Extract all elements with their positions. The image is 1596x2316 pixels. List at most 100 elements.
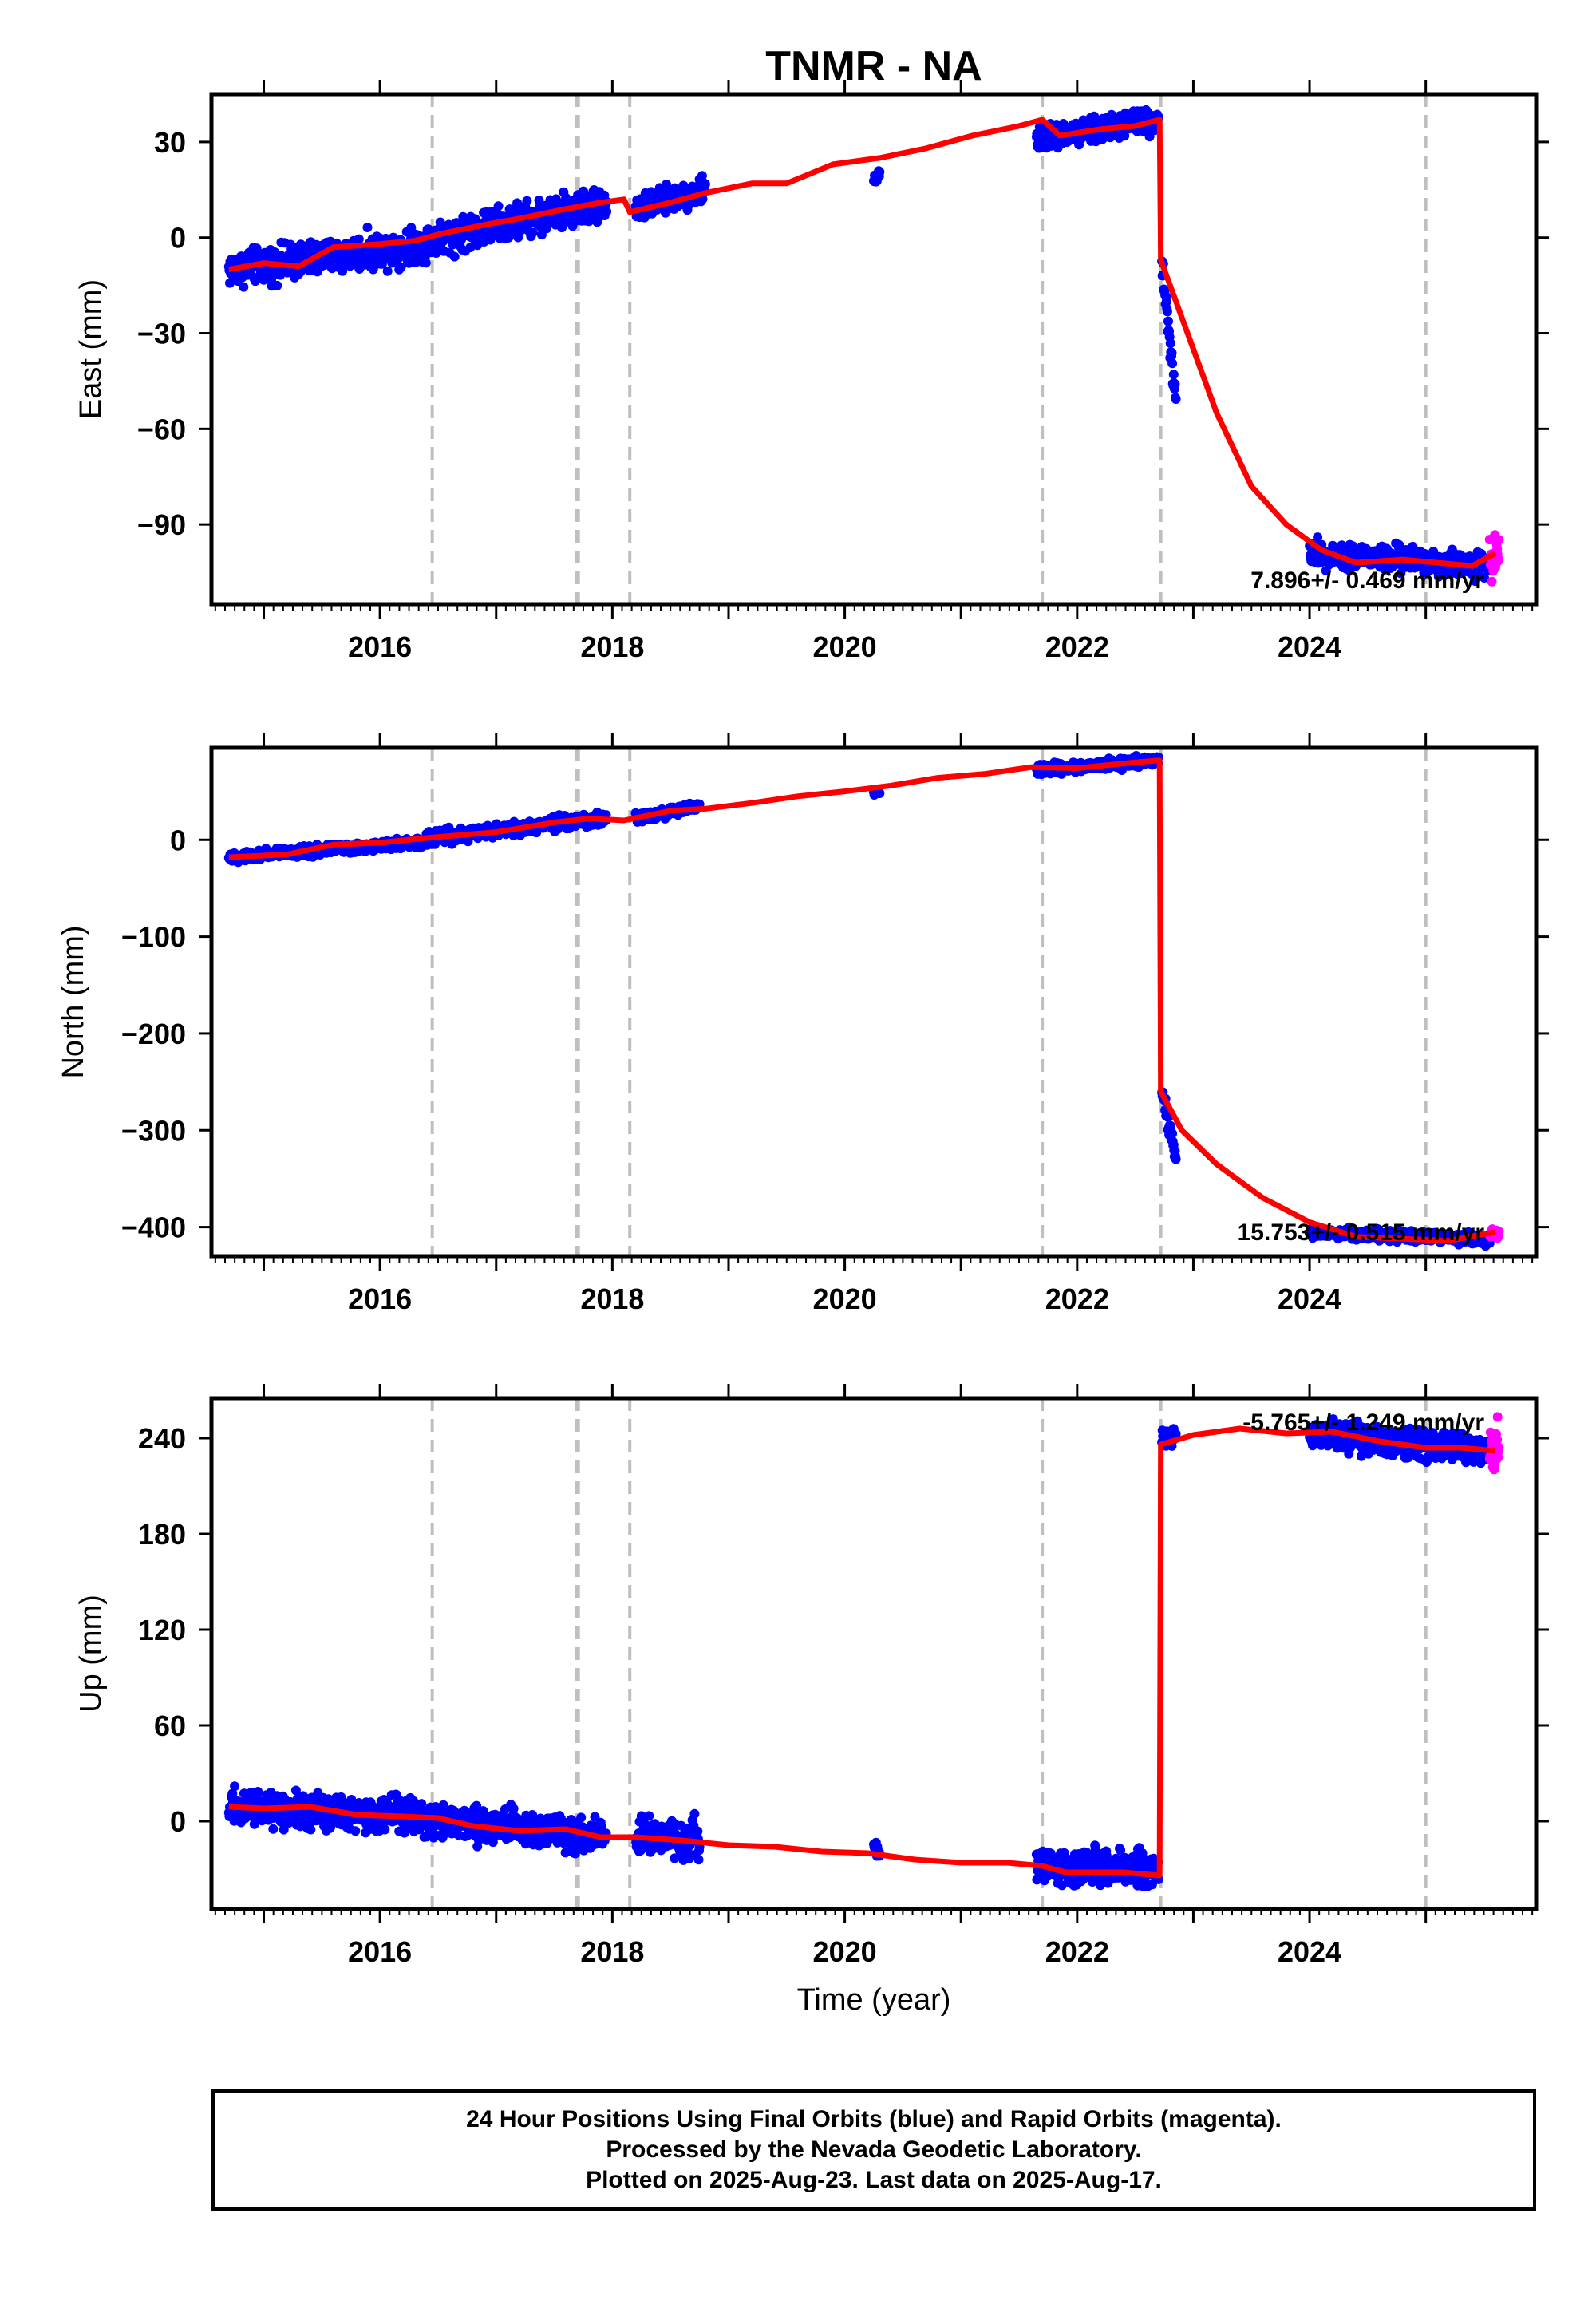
final-orbit-point xyxy=(399,1828,409,1838)
final-orbit-point xyxy=(1165,1120,1175,1131)
final-orbit-point xyxy=(1170,379,1180,389)
y-tick-label: −200 xyxy=(121,1018,186,1050)
y-tick-label: −300 xyxy=(121,1114,186,1147)
final-orbit-point xyxy=(449,251,460,262)
final-orbit-point xyxy=(472,1800,482,1811)
final-orbit-point xyxy=(1394,539,1404,550)
final-orbit-point xyxy=(306,1824,316,1835)
east-rate-annotation: 7.896+/- 0.469 mm/yr xyxy=(1250,567,1484,594)
x-tick-label: 2024 xyxy=(1278,1282,1341,1315)
final-orbit-point xyxy=(644,1811,654,1821)
north-points xyxy=(223,751,1504,1251)
east-points xyxy=(223,105,1504,587)
rapid-orbit-point xyxy=(1493,554,1503,564)
final-orbit-point xyxy=(570,1848,580,1859)
final-orbit-point xyxy=(1479,573,1489,583)
x-axis-label: Time (year) xyxy=(797,1983,951,2017)
final-orbit-point xyxy=(697,171,707,181)
y-tick-label: 0 xyxy=(170,222,186,255)
final-orbit-point xyxy=(239,282,249,292)
final-orbit-point xyxy=(1057,1880,1067,1891)
x-tick-label: 2016 xyxy=(348,1282,412,1315)
final-orbit-point xyxy=(396,262,406,272)
final-orbit-point xyxy=(362,223,373,232)
figure-title: TNMR - NA xyxy=(765,43,982,89)
final-orbit-point xyxy=(438,1800,448,1810)
north-y-axis-label: North (mm) xyxy=(57,925,90,1078)
final-orbit-point xyxy=(1168,370,1179,380)
final-orbit-point xyxy=(350,1826,361,1836)
y-tick-label: −90 xyxy=(137,508,186,541)
x-tick-label: 2018 xyxy=(580,1282,644,1315)
final-orbit-point xyxy=(290,1785,301,1796)
y-tick-label: −60 xyxy=(137,413,186,445)
final-orbit-point xyxy=(508,1804,519,1814)
final-orbit-point xyxy=(1167,358,1178,369)
y-tick-label: 30 xyxy=(154,126,186,159)
final-orbit-point xyxy=(689,1808,700,1819)
east-y-axis-label: East (mm) xyxy=(74,279,108,419)
rapid-orbit-point xyxy=(1494,1227,1504,1237)
east-plot-frame xyxy=(209,92,1539,607)
x-tick-label: 2022 xyxy=(1045,630,1109,663)
panel-north: 0 −100 −200 −300 −400 2016 2018 2020 2022 2024 Nor… xyxy=(57,733,1549,1315)
final-orbit-point xyxy=(230,1781,240,1792)
north-rate-annotation: 15.753+/- 0.515 mm/yr xyxy=(1238,1219,1485,1246)
final-orbit-point xyxy=(1161,296,1171,306)
final-orbit-point xyxy=(1167,348,1177,358)
north-model-line xyxy=(228,757,1496,1244)
final-orbit-point xyxy=(417,1799,427,1809)
final-orbit-point xyxy=(875,167,885,177)
final-orbit-point xyxy=(421,258,431,268)
north-plot-frame xyxy=(209,745,1539,1259)
final-orbit-point xyxy=(493,201,504,211)
final-orbit-point xyxy=(1120,131,1130,141)
east-model-line xyxy=(228,117,1497,569)
final-orbit-point xyxy=(534,196,544,205)
final-orbit-point xyxy=(272,280,282,290)
y-tick-label: −100 xyxy=(121,921,186,954)
final-orbit-point xyxy=(1162,306,1172,317)
x-tick-label: 2022 xyxy=(1045,1282,1109,1315)
y-tick-label: −30 xyxy=(137,318,186,350)
final-orbit-point xyxy=(338,266,348,276)
final-orbit-point xyxy=(380,1824,390,1835)
x-tick-label: 2024 xyxy=(1278,630,1341,663)
final-orbit-point xyxy=(527,227,538,238)
final-orbit-point xyxy=(602,207,612,216)
final-orbit-point xyxy=(354,234,364,244)
final-orbit-point xyxy=(522,196,532,206)
final-orbit-point xyxy=(295,267,306,277)
x-tick-label: 2016 xyxy=(348,630,412,663)
final-orbit-point xyxy=(1171,1154,1181,1164)
final-orbit-point xyxy=(382,266,393,276)
rapid-orbit-point xyxy=(1487,576,1497,587)
final-orbit-point xyxy=(1167,1128,1178,1139)
final-orbit-point xyxy=(296,239,306,250)
x-tick-label: 2018 xyxy=(580,630,644,663)
final-orbit-point xyxy=(670,1853,680,1863)
final-orbit-point xyxy=(1163,316,1173,326)
final-orbit-point xyxy=(1165,338,1175,348)
final-orbit-point xyxy=(693,1855,704,1865)
final-orbit-point xyxy=(470,214,480,224)
final-orbit-point xyxy=(227,1788,238,1799)
final-orbit-point xyxy=(268,1824,279,1834)
panels: 30 0 −30 −60 −90 2016 2018 2020 2022 2024 East (mm… xyxy=(57,80,1549,1968)
final-orbit-point xyxy=(590,1812,600,1822)
final-orbit-point xyxy=(693,1826,703,1836)
final-orbit-point xyxy=(279,1824,289,1835)
final-orbit-point xyxy=(875,788,885,798)
final-orbit-point xyxy=(1313,532,1323,543)
rapid-orbit-point xyxy=(1494,535,1504,545)
y-tick-label: −400 xyxy=(121,1211,186,1244)
final-orbit-point xyxy=(700,179,710,189)
y-tick-label: 0 xyxy=(170,824,186,856)
final-orbit-point xyxy=(253,1787,263,1796)
final-orbit-point xyxy=(576,1812,587,1823)
x-tick-label: 2020 xyxy=(813,1282,877,1315)
final-orbit-point xyxy=(1171,394,1181,404)
